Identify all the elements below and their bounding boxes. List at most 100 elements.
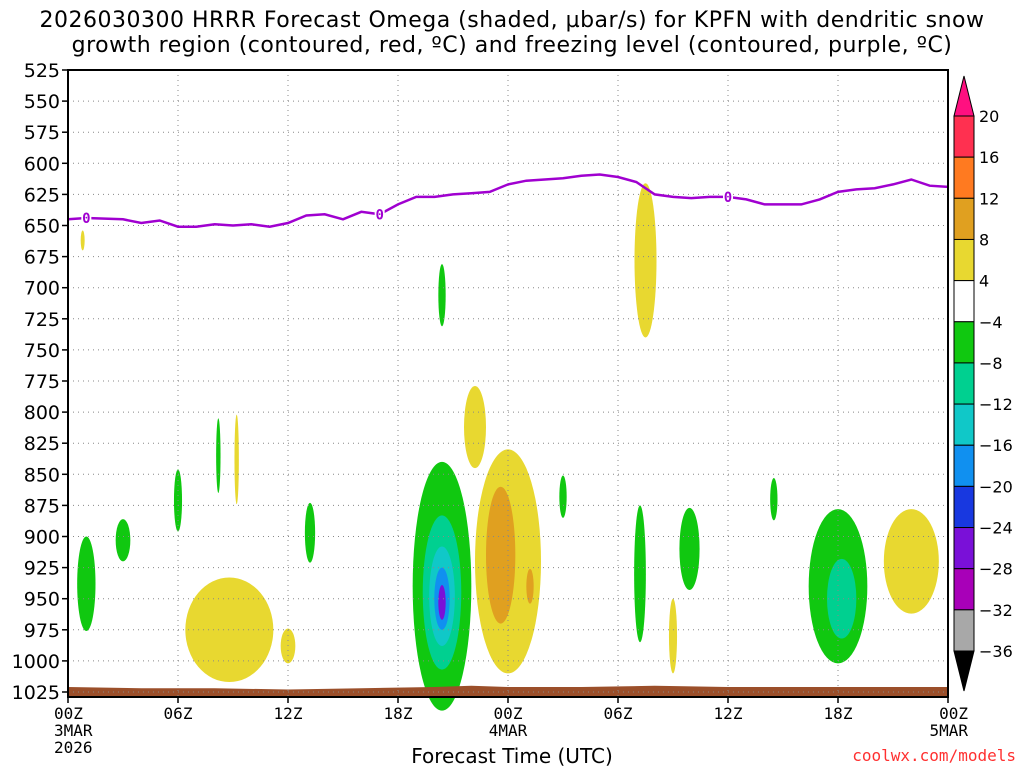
- colorbar-band-12: [953, 609, 975, 652]
- omega-region-17: [486, 486, 516, 624]
- colorbar-band-0: [953, 115, 975, 158]
- omega-region-5: [216, 418, 221, 493]
- colorbar-level-label: −12: [979, 395, 1013, 414]
- x-tick-label: 12Z: [274, 704, 303, 723]
- x-tick-label: 18Z: [384, 704, 413, 723]
- y-tick-label-525: 525: [24, 60, 60, 82]
- colorbar-band-1: [953, 156, 975, 199]
- colorbar-band-10: [953, 527, 975, 570]
- omega-region-2: [115, 519, 131, 562]
- omega-region-19: [559, 475, 567, 518]
- y-tick-label-1025: 1025: [12, 682, 60, 704]
- colorbar-band-11: [953, 568, 975, 611]
- colorbar-level-label: 12: [979, 189, 999, 208]
- y-tick-label-1000: 1000: [12, 651, 60, 673]
- y-tick-label-900: 900: [24, 527, 60, 549]
- colorbar-level-label: −36: [979, 642, 1013, 661]
- x-tick-label: 06Z: [604, 704, 633, 723]
- y-tick-label-600: 600: [24, 153, 60, 175]
- freezing-label-bg-2: [723, 188, 733, 205]
- colorbar-band-7: [953, 403, 975, 446]
- colorbar-level-label: 16: [979, 148, 999, 167]
- colorbar-band-5: [953, 321, 975, 364]
- colorbar-level-label: −20: [979, 477, 1013, 496]
- omega-region-14: [438, 585, 446, 620]
- y-tick-label-625: 625: [24, 184, 60, 206]
- freezing-level-label: 0: [82, 211, 90, 227]
- colorbar-level-label: −28: [979, 560, 1013, 579]
- colorbar-level-label: 20: [979, 107, 999, 126]
- colorbar-band-8: [953, 444, 975, 487]
- colorbar-band-9: [953, 485, 975, 529]
- chart-title-line-2: growth region (contoured, red, ºC) and f…: [71, 33, 953, 58]
- x-tick-label: 18Z: [824, 704, 853, 723]
- colorbar-level-label: 8: [979, 230, 989, 249]
- omega-region-24: [770, 478, 778, 521]
- colorbar: 20 16 12 8 4 −4 −8 −12 −16 −20 −24 −28 −32 −36: [953, 75, 1013, 692]
- omega-region-15: [464, 385, 486, 469]
- colorbar-level-label: −32: [979, 601, 1013, 620]
- x-axis-label: Forecast Time (UTC): [411, 744, 613, 768]
- colorbar-level-label: −8: [979, 354, 1003, 373]
- x-tick-label: 00Z: [939, 704, 968, 723]
- y-tick-label-675: 675: [24, 247, 60, 269]
- x-tick-label: 00Z: [54, 704, 83, 723]
- colorbar-level-label: −16: [979, 436, 1013, 455]
- freezing-label-bg-1: [374, 206, 385, 223]
- x-tick-label: 3MAR: [54, 721, 93, 740]
- freezing-level-label: 0: [724, 190, 732, 206]
- colorbar-top-cap: [953, 75, 975, 117]
- colorbar-level-label: −24: [979, 519, 1013, 538]
- y-tick-label-800: 800: [24, 402, 60, 424]
- y-tick-label-725: 725: [24, 309, 60, 331]
- ground-surface: [68, 685, 948, 697]
- y-tick-label-825: 825: [24, 433, 60, 455]
- y-tick-label-775: 775: [24, 371, 60, 393]
- colorbar-band-3: [953, 238, 975, 282]
- freezing-level-label: 0: [375, 207, 383, 223]
- chart-title-line-1: 2026030300 HRRR Forecast Omega (shaded, …: [39, 8, 985, 33]
- omega-region-18: [526, 568, 534, 604]
- omega-region-21: [634, 505, 646, 643]
- omega-region-7: [304, 502, 316, 563]
- omega-region-6: [234, 414, 239, 505]
- freezing-level-line: [67, 173, 949, 228]
- omega-region-4: [185, 577, 274, 683]
- omega-region-27: [883, 509, 939, 614]
- y-tick-label-700: 700: [24, 278, 60, 300]
- freezing-label-bg-0: [81, 210, 92, 227]
- colorbar-band-2: [953, 197, 975, 240]
- omega-region-20: [634, 183, 657, 338]
- omega-region-26: [827, 558, 857, 639]
- freezing-level-layer: 0 0 0: [67, 173, 949, 228]
- y-tick-label-925: 925: [24, 558, 60, 580]
- x-tick-label: 12Z: [714, 704, 743, 723]
- y-tick-label-750: 750: [24, 340, 60, 362]
- colorbar-level-label: −4: [979, 313, 1003, 332]
- x-tick-label: 4MAR: [489, 721, 528, 740]
- credit-text: coolwx.com/models: [852, 746, 1016, 765]
- x-tick-label: 00Z: [494, 704, 523, 723]
- y-tick-label-575: 575: [24, 122, 60, 144]
- y-tick-label-550: 550: [24, 91, 60, 113]
- colorbar-bottom-cap: [953, 650, 975, 692]
- omega-region-9: [438, 264, 446, 327]
- y-tick-label-875: 875: [24, 495, 60, 517]
- x-tick-label: 5MAR: [929, 721, 968, 740]
- y-axis: 525 550 575 600 625 650 675 700 725 750 775 800 825 8…: [12, 60, 68, 704]
- x-tick-label: 2026: [54, 738, 93, 757]
- y-tick-label-975: 975: [24, 620, 60, 642]
- omega-shading: [77, 183, 939, 711]
- colorbar-level-label: 4: [979, 272, 989, 291]
- y-tick-label-650: 650: [24, 216, 60, 238]
- colorbar-band-6: [953, 362, 975, 405]
- omega-region-1: [77, 536, 96, 632]
- y-tick-label-950: 950: [24, 589, 60, 611]
- colorbar-band-4: [953, 280, 975, 323]
- omega-region-23: [668, 598, 678, 674]
- ground-layer: [68, 685, 948, 697]
- grid-lines: [68, 70, 948, 697]
- omega-region-22: [679, 507, 700, 590]
